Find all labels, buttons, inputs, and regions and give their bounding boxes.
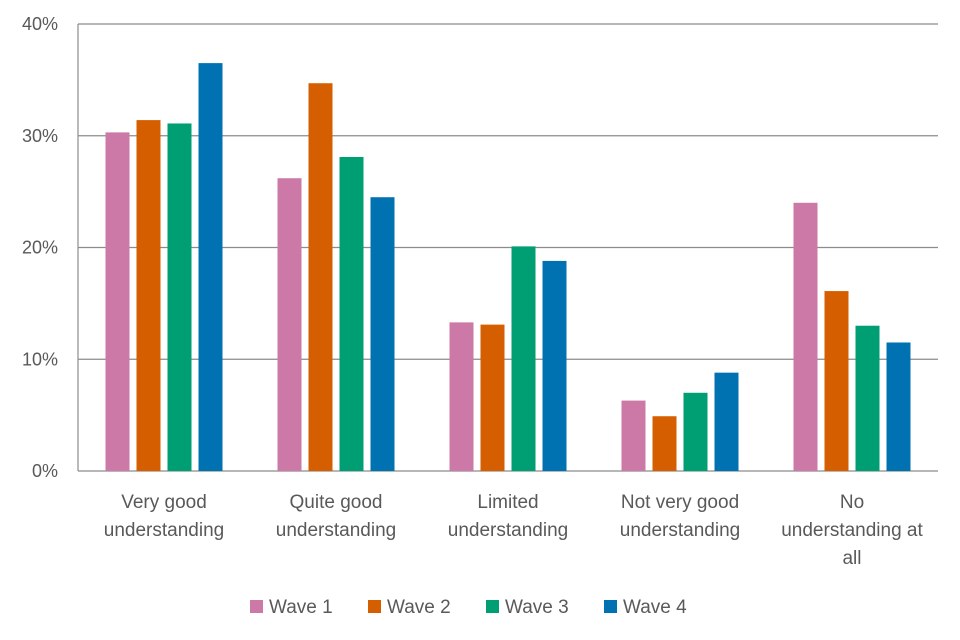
bar-wave-1-cat-1: [277, 178, 302, 471]
bar-wave-3-cat-2: [511, 246, 536, 471]
bar-wave-2-cat-0: [136, 120, 161, 471]
y-tick-label: 30%: [22, 126, 58, 146]
x-category-label: Quite good: [290, 492, 383, 513]
y-tick-label: 0%: [32, 461, 58, 481]
x-category-label: No: [840, 492, 864, 513]
bar-wave-1-cat-0: [105, 132, 130, 471]
x-category-label: understanding: [448, 520, 568, 541]
x-category-label: understanding: [104, 520, 224, 541]
bar-wave-1-cat-4: [793, 202, 818, 472]
bar-wave-4-cat-0: [198, 63, 223, 472]
x-category-label: understanding at: [781, 520, 923, 541]
legend-label: Wave 4: [623, 597, 687, 618]
y-axis-tick-labels: 0% 10% 20% 30% 40%: [22, 14, 58, 481]
x-axis-category-labels: Very good understanding Quite good understa…: [104, 492, 924, 569]
bar-wave-2-cat-1: [308, 83, 333, 471]
y-tick-label: 40%: [22, 14, 58, 34]
x-category-label: Limited: [477, 492, 538, 513]
legend-label: Wave 3: [505, 597, 569, 618]
legend: Wave 1 Wave 2 Wave 3 Wave 4: [250, 597, 687, 618]
legend-swatch: [250, 600, 263, 613]
legend-swatch: [486, 600, 499, 613]
bar-wave-2-cat-4: [824, 291, 849, 471]
bar-wave-3-cat-0: [167, 123, 192, 472]
x-category-label: understanding: [276, 520, 396, 541]
legend-label: Wave 1: [269, 597, 333, 618]
bar-wave-4-cat-4: [886, 342, 911, 471]
bar-wave-2-cat-2: [480, 324, 505, 471]
x-category-label: understanding: [620, 520, 740, 541]
legend-label: Wave 2: [387, 597, 451, 618]
bars: [105, 63, 911, 472]
bar-wave-3-cat-3: [683, 392, 708, 471]
legend-swatch: [604, 600, 617, 613]
bar-wave-4-cat-2: [542, 260, 567, 471]
bar-wave-2-cat-3: [652, 416, 677, 471]
x-category-label: Not very good: [621, 492, 739, 513]
bar-wave-4-cat-1: [370, 197, 395, 471]
bar-wave-4-cat-3: [714, 372, 739, 471]
bar-wave-3-cat-1: [339, 156, 364, 472]
bar-wave-1-cat-2: [449, 322, 474, 471]
x-category-label: Very good: [121, 492, 207, 513]
bar-wave-3-cat-4: [855, 325, 880, 471]
legend-swatch: [368, 600, 381, 613]
x-category-label: all: [842, 548, 861, 569]
y-tick-label: 20%: [22, 238, 58, 258]
y-tick-label: 10%: [22, 349, 58, 369]
bar-wave-1-cat-3: [621, 400, 646, 471]
